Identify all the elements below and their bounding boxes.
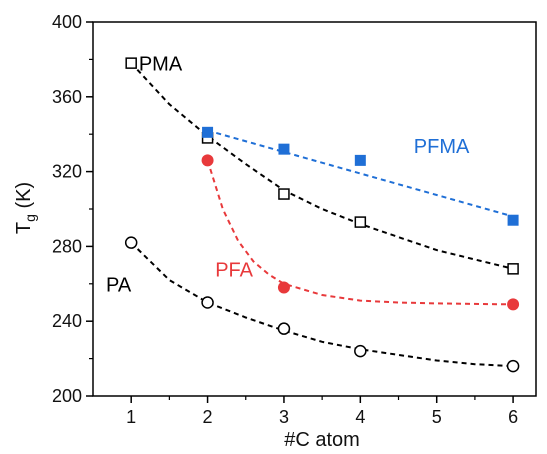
data-points [124, 57, 520, 373]
pa-point [201, 296, 214, 309]
x-tick-label: 4 [355, 407, 365, 427]
pfma-fit-line [207, 129, 514, 218]
y-tick-label: 280 [52, 236, 82, 256]
pma-label: PMA [139, 54, 183, 76]
pma-fit-line [130, 62, 514, 270]
pfa-fit-line [206, 160, 514, 306]
y-tick-label: 360 [52, 87, 82, 107]
pa-point [506, 359, 520, 373]
pa-fit-line [130, 241, 514, 368]
y-axis-title-unit: (K) [13, 182, 35, 214]
y-tick-label: 400 [52, 12, 82, 32]
pfma-point [278, 143, 290, 155]
pfa-point [277, 281, 290, 294]
pa-point [354, 344, 367, 358]
series-labels: PMA PFMA PFA PA [106, 54, 470, 297]
y-axis-title: Tg (K) [13, 182, 38, 234]
pa-point [277, 322, 291, 335]
x-tick-label: 1 [126, 407, 136, 427]
x-tick-label: 6 [508, 407, 518, 427]
x-tick-label: 3 [279, 407, 289, 427]
axes: 1 2 3 4 5 6 200 240 280 320 360 400 [52, 12, 537, 427]
y-tick-label: 240 [52, 311, 82, 331]
pfa-point [507, 298, 520, 311]
pma-point [354, 216, 367, 228]
pfa-point [201, 154, 214, 167]
y-axis-title-main: T [13, 222, 35, 234]
pfma-label: PFMA [414, 136, 470, 158]
pfma-point [507, 214, 519, 226]
pa-label: PA [106, 274, 132, 296]
fit-lines [130, 62, 514, 368]
pma-point [507, 263, 519, 275]
pa-point [124, 236, 138, 249]
x-tick-label: 2 [203, 407, 213, 427]
pma-point [278, 188, 290, 200]
x-tick-label: 5 [432, 407, 442, 427]
pfa-label: PFA [215, 259, 253, 281]
pma-point [125, 57, 137, 69]
y-axis-title-subscript: g [22, 214, 38, 222]
y-tick-label: 200 [52, 386, 82, 406]
x-axis-title: #C atom [284, 429, 360, 451]
y-tick-label: 320 [52, 162, 82, 182]
pfma-point [202, 126, 214, 138]
pfma-point [354, 154, 366, 166]
